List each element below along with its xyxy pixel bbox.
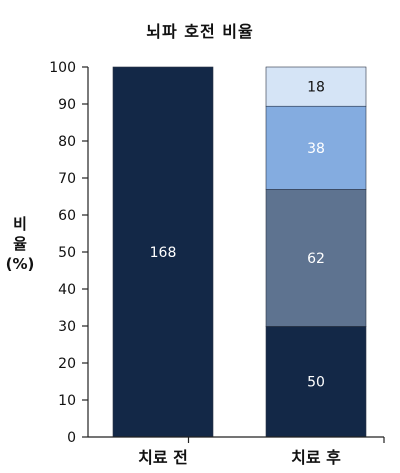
chart-title: 뇌파 호전 비율: [146, 22, 254, 41]
y-tick-label: 40: [58, 282, 76, 298]
y-tick-label: 60: [58, 208, 76, 224]
y-tick-label: 30: [58, 319, 76, 335]
data-label: 62: [307, 251, 325, 267]
bar-segment: [265, 326, 367, 438]
y-axis-label-line: 율: [13, 235, 27, 253]
y-tick-label: 0: [67, 430, 76, 446]
y-tick-label: 100: [49, 60, 76, 76]
y-tick-label: 10: [58, 393, 76, 409]
data-label: 168: [150, 245, 177, 261]
y-axis-label-line: 비: [13, 215, 27, 233]
y-tick-label: 80: [58, 134, 76, 150]
y-axis-label: 비 율 (%): [0, 214, 40, 274]
x-tick-label: 치료 후: [291, 448, 341, 467]
bar-segment: [265, 105, 367, 190]
y-tick-label: 70: [58, 171, 76, 187]
y-tick-label: 90: [58, 97, 76, 113]
data-label: 50: [307, 375, 325, 391]
data-label: 18: [307, 80, 325, 96]
bar-segment: [112, 66, 214, 438]
data-label: 38: [307, 141, 325, 157]
bar-segment: [265, 189, 367, 327]
x-tick-label: 치료 전: [138, 448, 188, 467]
y-axis-label-line: (%): [5, 255, 35, 273]
bar-segment: [265, 66, 367, 107]
y-tick-label: 20: [58, 356, 76, 372]
y-tick-label: 50: [58, 245, 76, 261]
